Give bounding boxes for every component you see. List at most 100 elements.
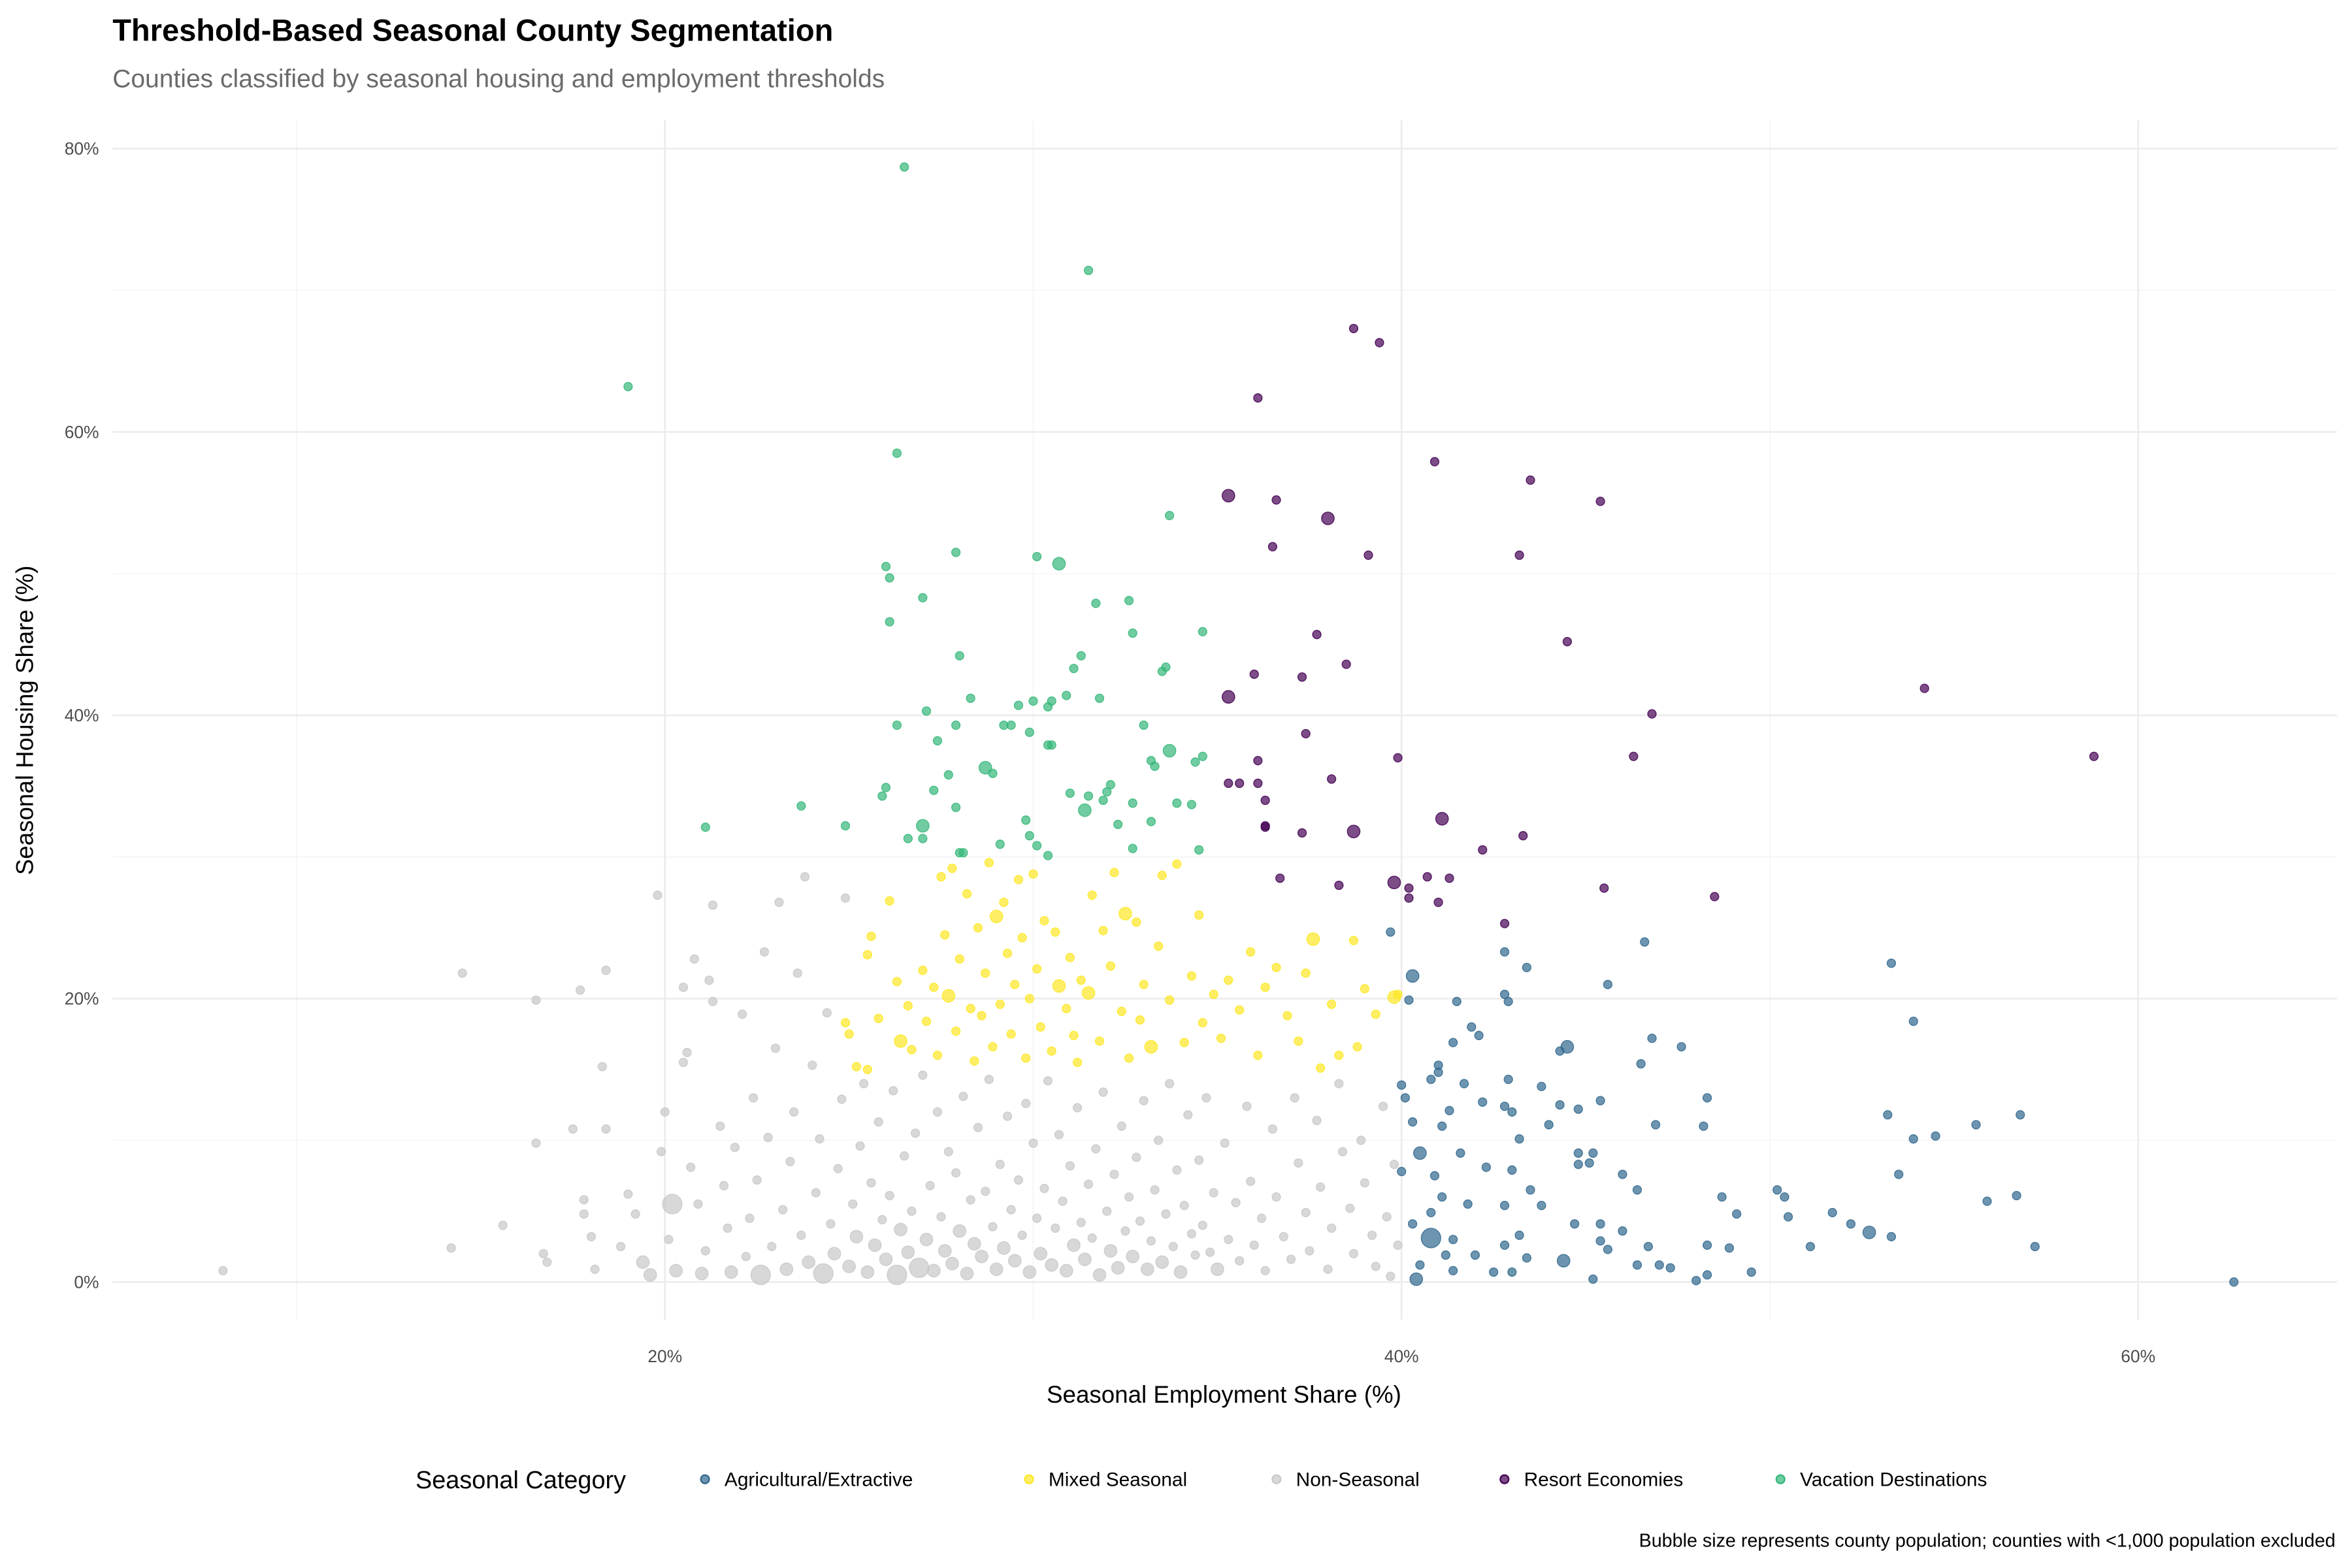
data-point bbox=[1514, 1134, 1524, 1144]
data-point bbox=[1347, 825, 1361, 838]
data-point bbox=[2012, 1190, 2021, 1201]
data-point bbox=[955, 954, 964, 964]
data-point bbox=[1231, 1198, 1241, 1207]
data-point bbox=[1253, 756, 1263, 766]
data-point bbox=[1221, 489, 1235, 503]
data-point bbox=[1294, 1158, 1303, 1168]
data-point bbox=[941, 988, 956, 1003]
data-point bbox=[1039, 1184, 1049, 1194]
data-point bbox=[988, 1222, 998, 1232]
data-point bbox=[643, 1268, 657, 1282]
data-point bbox=[1306, 932, 1320, 946]
data-point bbox=[1356, 1135, 1366, 1145]
x-tick-label: 40% bbox=[1384, 1347, 1419, 1366]
data-point bbox=[892, 977, 902, 987]
data-point bbox=[662, 1194, 683, 1215]
data-point bbox=[940, 930, 950, 940]
data-point bbox=[796, 801, 806, 811]
data-point bbox=[1211, 1262, 1224, 1277]
data-point bbox=[1098, 795, 1108, 806]
chart-subtitle: Counties classified by seasonal housing … bbox=[112, 65, 885, 93]
data-point bbox=[1481, 1162, 1491, 1172]
data-point bbox=[1441, 1250, 1450, 1260]
data-point bbox=[1522, 962, 1531, 972]
data-point bbox=[925, 1181, 935, 1190]
data-point bbox=[1164, 1079, 1175, 1088]
data-point bbox=[1172, 1165, 1182, 1175]
data-point bbox=[1499, 989, 1510, 1000]
data-point bbox=[1006, 1029, 1016, 1039]
data-point bbox=[1651, 1120, 1661, 1130]
data-point bbox=[988, 768, 998, 778]
data-point bbox=[1702, 1270, 1712, 1280]
data-point bbox=[881, 562, 891, 572]
data-point bbox=[1103, 1244, 1118, 1258]
data-point bbox=[779, 1262, 794, 1277]
data-point bbox=[1132, 1152, 1141, 1162]
data-point bbox=[815, 1134, 825, 1144]
data-point bbox=[708, 996, 718, 1006]
data-point bbox=[1249, 1240, 1259, 1250]
data-point bbox=[1507, 1107, 1517, 1117]
data-point bbox=[1194, 910, 1204, 920]
data-point bbox=[1117, 1121, 1126, 1131]
data-point bbox=[1448, 1235, 1458, 1245]
data-point bbox=[960, 1266, 974, 1281]
legend-key-icon bbox=[1271, 1474, 1282, 1484]
data-point bbox=[748, 1093, 759, 1103]
data-point bbox=[995, 1000, 1005, 1009]
caption: Bubble size represents county population… bbox=[1639, 1530, 2336, 1551]
data-point bbox=[929, 983, 939, 992]
data-point bbox=[1098, 1087, 1108, 1097]
data-point bbox=[995, 1160, 1005, 1169]
data-point bbox=[1420, 1228, 1441, 1249]
data-point bbox=[1499, 919, 1510, 928]
data-point bbox=[1102, 1206, 1112, 1216]
data-point bbox=[1459, 1079, 1469, 1088]
legend-title: Seasonal Category bbox=[416, 1467, 626, 1494]
data-point bbox=[1323, 1264, 1333, 1274]
data-point bbox=[1164, 995, 1175, 1005]
data-point bbox=[1908, 1017, 1918, 1026]
data-point bbox=[796, 1230, 806, 1240]
data-point bbox=[785, 1156, 795, 1167]
data-point bbox=[1499, 1240, 1510, 1250]
data-point bbox=[1073, 1058, 1083, 1068]
data-point bbox=[1595, 497, 1605, 506]
data-point bbox=[1190, 757, 1200, 767]
data-point bbox=[1326, 774, 1337, 784]
data-point bbox=[1017, 933, 1027, 943]
data-point bbox=[1507, 1165, 1517, 1175]
data-point bbox=[1155, 1255, 1169, 1269]
data-point bbox=[900, 1151, 909, 1161]
data-point bbox=[1456, 1148, 1465, 1158]
data-point bbox=[1028, 869, 1038, 879]
data-point bbox=[1632, 1185, 1642, 1195]
data-point bbox=[630, 1209, 640, 1219]
data-point bbox=[694, 1266, 709, 1281]
data-point bbox=[1047, 1046, 1056, 1056]
data-point bbox=[1242, 1102, 1252, 1111]
data-point bbox=[1092, 1268, 1107, 1282]
data-point bbox=[723, 1223, 732, 1233]
data-point bbox=[1235, 1005, 1245, 1015]
data-point bbox=[1021, 815, 1031, 825]
data-point bbox=[1045, 1258, 1059, 1272]
data-point bbox=[1186, 1229, 1197, 1239]
series-mixed-seasonal bbox=[840, 858, 1403, 1075]
data-point bbox=[1526, 1185, 1535, 1195]
data-point bbox=[1183, 1110, 1193, 1120]
data-point bbox=[1386, 927, 1396, 937]
data-point bbox=[1537, 1081, 1546, 1092]
data-point bbox=[1316, 1063, 1326, 1073]
data-point bbox=[719, 1181, 729, 1190]
data-point bbox=[1746, 1267, 1756, 1277]
data-point bbox=[1028, 696, 1038, 706]
legend-item: Mixed Seasonal bbox=[1024, 1469, 1187, 1490]
data-point bbox=[1467, 1022, 1477, 1032]
data-point bbox=[901, 1245, 915, 1260]
data-point bbox=[693, 1199, 703, 1209]
data-point bbox=[1245, 1177, 1256, 1186]
data-point bbox=[1389, 1160, 1399, 1169]
data-point bbox=[1120, 1226, 1130, 1236]
